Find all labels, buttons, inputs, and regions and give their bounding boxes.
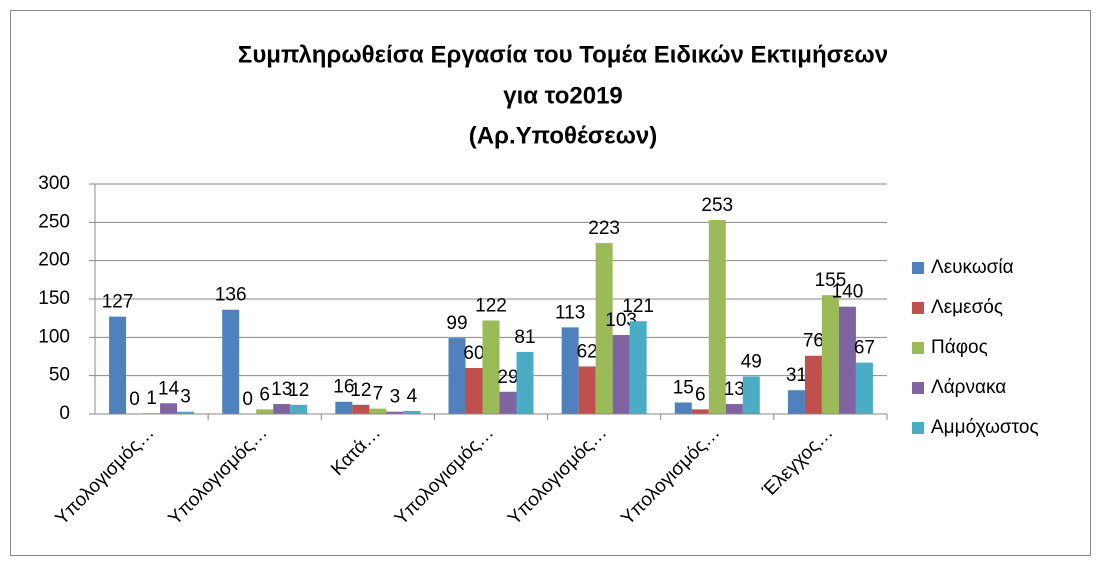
bar [804, 355, 822, 414]
chart-title: (Αρ.Υποθέσεων) [469, 122, 657, 149]
legend-swatch [912, 302, 924, 314]
legend-swatch [912, 262, 924, 274]
chart-title: για το2019 [503, 82, 623, 109]
chart-title: Συμπληρωθείσα Εργασία του Τομέα Ειδικών … [238, 41, 888, 68]
legend-label: Λάρνακα [931, 377, 1006, 398]
legend-label: Λεμεσός [931, 297, 1003, 318]
bar [160, 403, 178, 414]
bar [612, 335, 630, 414]
bar [335, 401, 353, 414]
value-label: 62 [577, 341, 598, 362]
bar [561, 327, 579, 414]
value-label: 113 [555, 302, 585, 323]
bar [290, 404, 308, 414]
y-tick-label: 150 [38, 288, 70, 309]
value-label: 13 [271, 379, 292, 400]
value-label: 6 [695, 384, 706, 405]
bar [109, 316, 127, 414]
bar [465, 368, 483, 414]
x-tick-label: Κατά… [327, 422, 385, 480]
legend-swatch [912, 422, 924, 434]
bar [691, 409, 709, 414]
bar [838, 306, 856, 414]
y-tick-label: 200 [38, 250, 70, 271]
x-tick-label: Υπολογισμός… [391, 422, 498, 529]
value-label: 3 [180, 387, 191, 408]
value-label: 60 [463, 343, 484, 364]
legend-swatch [912, 382, 924, 394]
value-label: 155 [815, 270, 847, 291]
bar [448, 338, 466, 414]
value-label: 0 [129, 389, 140, 410]
x-tick-label: Υπολογισμός… [504, 422, 611, 529]
value-label: 253 [701, 195, 733, 216]
y-tick-label: 100 [38, 326, 70, 347]
legend-label: Λευκωσία [931, 257, 1014, 278]
bar [595, 243, 613, 414]
value-label: 0 [242, 389, 253, 410]
value-label: 81 [514, 327, 535, 348]
x-tick-label: Υπολογισμός… [51, 422, 158, 529]
y-tick-label: 250 [38, 211, 70, 232]
chart-border [10, 10, 1091, 556]
bar [725, 404, 743, 414]
x-tick-label: Υπολογισμός… [617, 422, 724, 529]
legend-label: Αμμόχωστος [931, 417, 1039, 438]
bar [222, 309, 240, 414]
value-label: 122 [475, 295, 507, 316]
value-label: 4 [407, 386, 418, 407]
bar [821, 295, 839, 414]
value-label: 121 [622, 296, 654, 317]
y-tick-label: 0 [59, 403, 70, 424]
y-tick-label: 50 [49, 365, 70, 386]
y-tick-label: 300 [38, 173, 70, 194]
x-tick-label: Υπολογισμός… [165, 422, 272, 529]
value-label: 136 [215, 285, 247, 306]
value-label: 76 [803, 331, 824, 352]
bar [369, 408, 387, 414]
value-label: 140 [832, 282, 864, 303]
bar [629, 321, 647, 414]
value-label: 49 [741, 351, 762, 372]
value-label: 1 [146, 388, 157, 409]
x-tick-label: Έλεγχος… [758, 422, 838, 502]
value-label: 103 [605, 310, 637, 331]
value-label: 15 [673, 378, 694, 399]
value-label: 67 [854, 338, 875, 359]
value-label: 7 [373, 384, 384, 405]
value-label: 99 [446, 313, 467, 334]
value-label: 29 [497, 367, 518, 388]
bar [708, 220, 726, 414]
bar [482, 320, 500, 414]
bar [499, 391, 517, 414]
value-label: 12 [350, 380, 371, 401]
value-label: 6 [259, 384, 270, 405]
bar [674, 402, 692, 414]
bar [516, 351, 534, 414]
legend-label: Πάφος [931, 337, 988, 358]
bar [403, 410, 421, 414]
value-label: 12 [288, 380, 309, 401]
value-label: 16 [333, 377, 354, 398]
bar [855, 362, 873, 414]
bar [578, 366, 596, 414]
bar [177, 411, 195, 414]
value-label: 223 [588, 218, 620, 239]
bar [742, 376, 760, 414]
bar [352, 404, 370, 414]
value-label: 31 [786, 365, 807, 386]
bar [787, 390, 805, 414]
bar [386, 411, 404, 414]
value-label: 13 [724, 379, 745, 400]
legend-swatch [912, 342, 924, 354]
bar [273, 404, 291, 414]
value-label: 3 [390, 387, 401, 408]
bar [256, 409, 274, 414]
value-label: 14 [158, 378, 180, 399]
value-label: 127 [102, 292, 134, 313]
